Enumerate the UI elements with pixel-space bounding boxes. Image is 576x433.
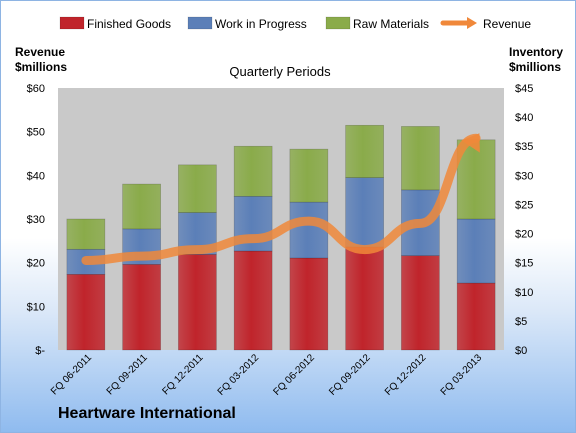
revenue-line-arrowhead — [461, 133, 480, 153]
legend-swatch — [59, 16, 85, 30]
x-tick-label: FQ 06-2012 — [271, 352, 317, 398]
right-tick-label: $10 — [515, 287, 533, 299]
x-tick-label: FQ 12-2011 — [161, 352, 206, 397]
company-name: Heartware International — [58, 405, 236, 422]
left-tick-label: $30 — [27, 214, 45, 226]
bar-finished-goods — [289, 257, 329, 351]
legend-label: Raw Materials — [353, 17, 429, 31]
bar-work-in-progress — [289, 201, 329, 259]
bar-raw-materials — [289, 148, 329, 203]
right-tick-label: $5 — [515, 316, 527, 328]
bar-work-in-progress — [456, 218, 496, 284]
left-tick-label: $40 — [27, 170, 45, 182]
x-tick-label: FQ 12-2012 — [383, 352, 429, 398]
x-tick-label: FQ 03-2012 — [216, 352, 262, 398]
bar-work-in-progress — [345, 177, 384, 248]
right-tick-label: $35 — [515, 141, 533, 153]
right-tick-label: $20 — [515, 229, 533, 241]
bar-finished-goods — [178, 254, 217, 351]
bar-raw-materials — [122, 183, 161, 230]
right-axis-title: Inventory $millions — [509, 45, 563, 75]
x-tick-label: FQ 06-2011 — [49, 352, 94, 397]
bars — [66, 124, 496, 351]
right-tick-label: $45 — [515, 83, 533, 95]
left-axis-title-line1: Revenue — [15, 45, 66, 59]
legend-label: Revenue — [483, 17, 531, 31]
bar-raw-materials — [66, 218, 106, 250]
x-tick-label: FQ 09-2011 — [105, 352, 150, 397]
legend-swatch-arrowhead — [467, 17, 477, 29]
x-tick-label: FQ 03-2013 — [439, 352, 485, 398]
left-tick-label: $20 — [27, 258, 45, 270]
left-tick-label: $60 — [27, 83, 45, 95]
bar-finished-goods — [401, 255, 440, 351]
bar-raw-materials — [345, 124, 384, 178]
right-axis: $0 $5 $10 $15 $20 $25 $30 $35 $40 $45 — [515, 83, 533, 357]
bar-finished-goods — [456, 282, 496, 351]
left-axis-title: Revenue $millions — [15, 45, 67, 75]
left-axis: $- $10 $20 $30 $40 $50 $60 — [27, 83, 46, 357]
revenue-line-path — [81, 133, 481, 265]
bar-finished-goods — [345, 246, 384, 351]
left-tick-label: $50 — [27, 127, 45, 139]
legend-swatch — [187, 16, 213, 30]
legend-label: Work in Progress — [215, 17, 307, 31]
right-axis-title-line2: $millions — [508, 60, 561, 74]
left-axis-title-line2: $millions — [15, 60, 68, 74]
bar-raw-materials — [401, 126, 440, 191]
x-axis: FQ 06-2011 FQ 09-2011 FQ 12-2011 FQ 03-2012… — [49, 352, 485, 398]
right-tick-label: $25 — [515, 199, 533, 211]
revenue-line — [81, 133, 481, 265]
right-tick-label: $40 — [515, 112, 533, 124]
left-tick-label: $10 — [27, 301, 45, 313]
left-tick-label: $- — [35, 345, 45, 357]
right-tick-label: $15 — [515, 258, 533, 270]
bar-raw-materials — [178, 164, 217, 213]
right-tick-label: $0 — [515, 345, 527, 357]
right-axis-title-line1: Inventory — [508, 45, 563, 59]
bar-finished-goods — [66, 274, 106, 351]
legend-swatch — [325, 16, 351, 30]
bar-finished-goods — [122, 264, 161, 351]
x-tick-label: FQ 09-2012 — [327, 352, 373, 398]
bar-finished-goods — [233, 250, 273, 351]
right-tick-label: $30 — [515, 170, 533, 182]
legend-label: Finished Goods — [87, 17, 171, 31]
chart-title: Quarterly Periods — [229, 64, 331, 79]
legend: Finished Goods Work in Progress Raw Materi… — [59, 16, 531, 31]
bar-raw-materials — [233, 145, 273, 197]
